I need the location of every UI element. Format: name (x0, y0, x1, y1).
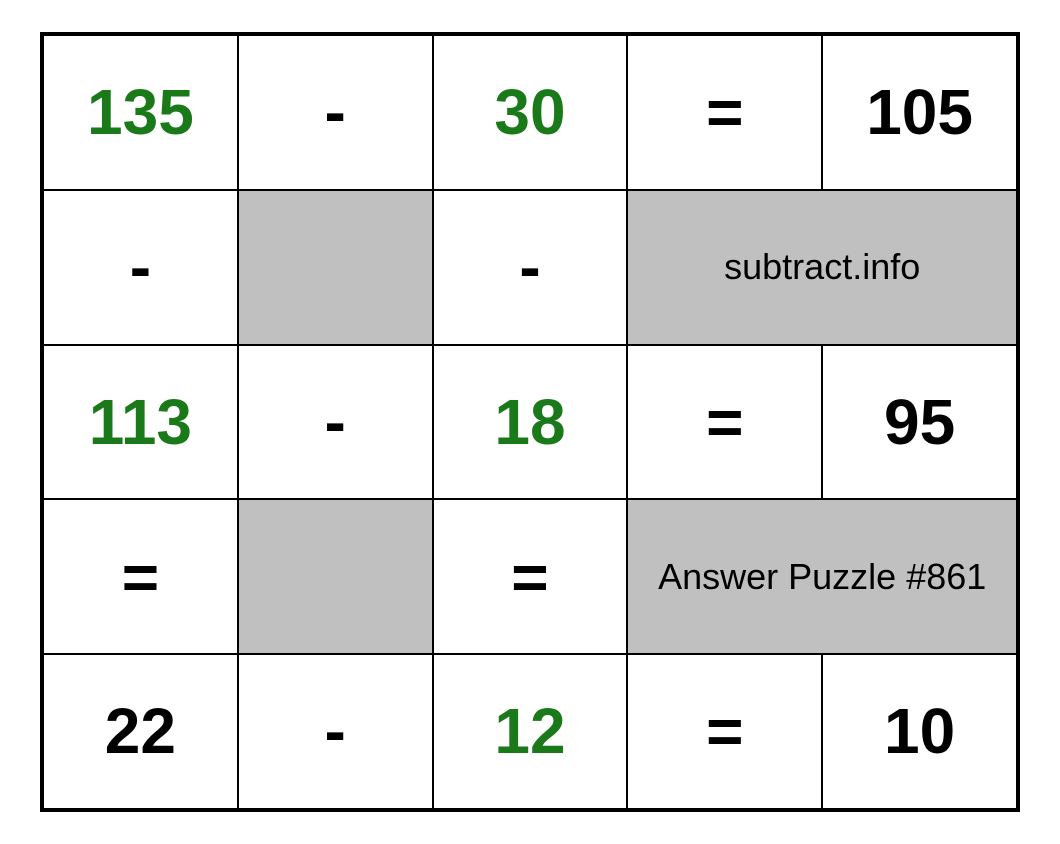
cell-r0c1-operator: - (238, 35, 433, 190)
cell-r0c4-result: 105 (822, 35, 1017, 190)
cell-r3c3-puzzle-label: Answer Puzzle #861 (627, 499, 1017, 654)
cell-r1c3-site-label: subtract.info (627, 190, 1017, 345)
cell-r0c3-equals: = (627, 35, 822, 190)
cell-r4c1-operator: - (238, 654, 433, 809)
cell-r3c2-equals: = (433, 499, 628, 654)
row-2: 113 - 18 = 95 (43, 345, 1017, 500)
row-0: 135 - 30 = 105 (43, 35, 1017, 190)
puzzle-grid: 135 - 30 = 105 - - subtract.info 113 - 1… (40, 32, 1020, 812)
row-1: - - subtract.info (43, 190, 1017, 345)
row-3: = = Answer Puzzle #861 (43, 499, 1017, 654)
cell-r1c0-operator: - (43, 190, 238, 345)
cell-r4c0-operand: 22 (43, 654, 238, 809)
cell-r2c3-equals: = (627, 345, 822, 500)
cell-r2c0-operand: 113 (43, 345, 238, 500)
cell-r1c1-blank (238, 190, 433, 345)
cell-r4c4-result: 10 (822, 654, 1017, 809)
cell-r2c4-result: 95 (822, 345, 1017, 500)
cell-r3c0-equals: = (43, 499, 238, 654)
cell-r0c2-operand: 30 (433, 35, 628, 190)
cell-r2c2-operand: 18 (433, 345, 628, 500)
cell-r4c2-operand: 12 (433, 654, 628, 809)
row-4: 22 - 12 = 10 (43, 654, 1017, 809)
cell-r2c1-operator: - (238, 345, 433, 500)
cell-r3c1-blank (238, 499, 433, 654)
cell-r4c3-equals: = (627, 654, 822, 809)
cell-r1c2-operator: - (433, 190, 628, 345)
cell-r0c0-operand: 135 (43, 35, 238, 190)
